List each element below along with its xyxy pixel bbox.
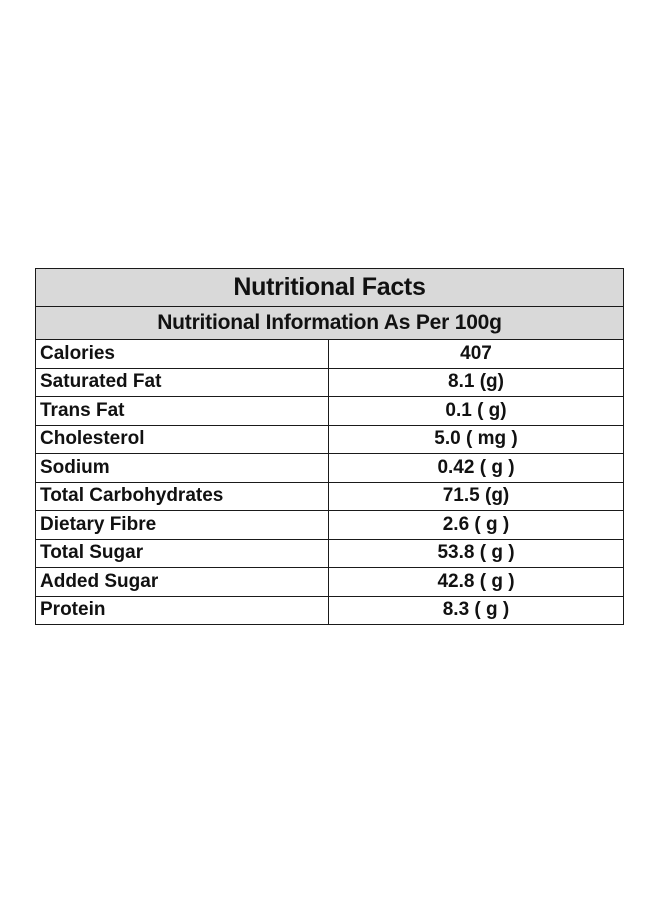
- table-row: Total Carbohydrates 71.5 (g): [35, 481, 624, 511]
- nutrient-value: 0.42 ( g ): [328, 453, 624, 483]
- table-row: Added Sugar 42.8 ( g ): [35, 567, 624, 597]
- table-row: Calories 407: [35, 339, 624, 369]
- table-row: Cholesterol 5.0 ( mg ): [35, 424, 624, 454]
- table-row: Saturated Fat 8.1 (g): [35, 367, 624, 397]
- nutrient-label: Total Carbohydrates: [35, 481, 329, 511]
- nutrient-label: Saturated Fat: [35, 367, 329, 397]
- nutrient-value: 8.3 ( g ): [328, 595, 624, 625]
- nutrient-value: 42.8 ( g ): [328, 567, 624, 597]
- nutrition-facts-table: Nutritional Facts Nutritional Informatio…: [35, 268, 624, 625]
- table-row: Dietary Fibre 2.6 ( g ): [35, 510, 624, 540]
- table-title-row: Nutritional Facts: [35, 268, 624, 307]
- nutrient-value: 5.0 ( mg ): [328, 424, 624, 454]
- nutrient-label: Protein: [35, 595, 329, 625]
- table-subtitle-row: Nutritional Information As Per 100g: [35, 306, 624, 340]
- table-row: Total Sugar 53.8 ( g ): [35, 538, 624, 568]
- nutrient-label: Total Sugar: [35, 538, 329, 568]
- nutrient-label: Trans Fat: [35, 396, 329, 426]
- nutrient-value: 2.6 ( g ): [328, 510, 624, 540]
- table-title: Nutritional Facts: [35, 268, 624, 307]
- table-subtitle: Nutritional Information As Per 100g: [35, 306, 624, 340]
- nutrient-label: Calories: [35, 339, 329, 369]
- nutrient-value: 8.1 (g): [328, 367, 624, 397]
- nutrient-value: 53.8 ( g ): [328, 538, 624, 568]
- nutrient-value: 71.5 (g): [328, 481, 624, 511]
- table-row: Protein 8.3 ( g ): [35, 595, 624, 625]
- table-row: Sodium 0.42 ( g ): [35, 453, 624, 483]
- nutrient-label: Added Sugar: [35, 567, 329, 597]
- nutrient-value: 0.1 ( g): [328, 396, 624, 426]
- nutrient-value: 407: [328, 339, 624, 369]
- table-row: Trans Fat 0.1 ( g): [35, 396, 624, 426]
- nutrient-label: Cholesterol: [35, 424, 329, 454]
- nutrient-label: Sodium: [35, 453, 329, 483]
- nutrient-label: Dietary Fibre: [35, 510, 329, 540]
